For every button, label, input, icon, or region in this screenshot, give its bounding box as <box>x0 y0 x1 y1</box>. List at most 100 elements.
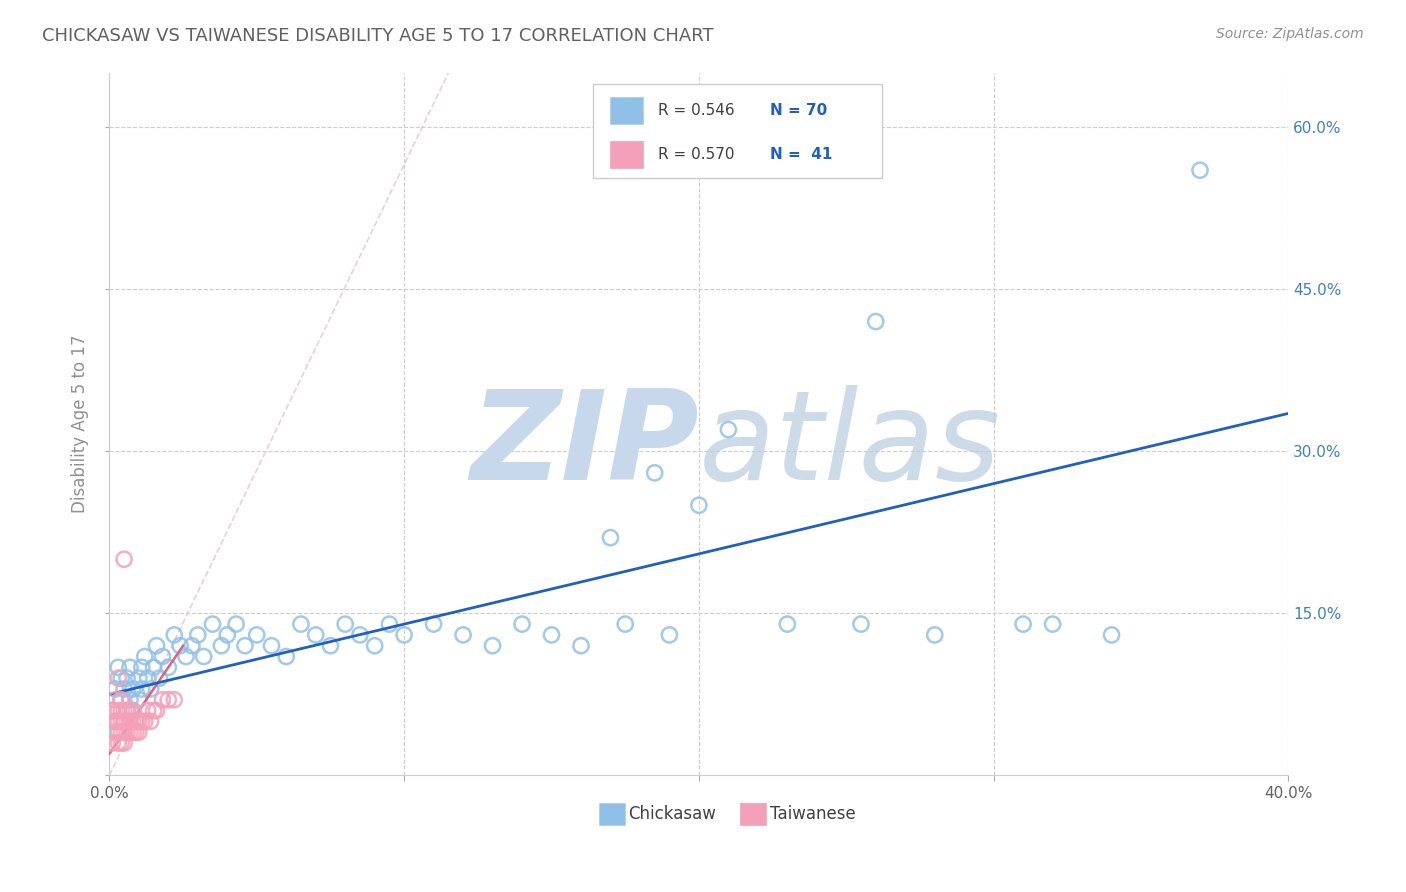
Point <box>233 639 256 653</box>
Point <box>209 639 232 653</box>
Point <box>104 714 127 729</box>
Point <box>510 617 533 632</box>
FancyBboxPatch shape <box>593 84 882 178</box>
Point <box>305 628 328 642</box>
Point <box>319 639 342 653</box>
Point <box>193 649 215 664</box>
Point <box>104 681 127 696</box>
Point <box>118 714 141 729</box>
Bar <box>610 141 644 168</box>
Point <box>148 671 170 685</box>
Point <box>125 725 148 739</box>
Point <box>1042 617 1064 632</box>
Point <box>290 617 312 632</box>
Bar <box>599 804 624 824</box>
Point <box>110 692 132 706</box>
Point <box>145 704 167 718</box>
Point <box>1101 628 1123 642</box>
Point <box>107 725 129 739</box>
Point <box>122 725 145 739</box>
Point <box>110 692 132 706</box>
Point <box>122 714 145 729</box>
Point <box>187 628 209 642</box>
Point <box>174 649 197 664</box>
Point <box>169 639 191 653</box>
Point <box>107 671 129 685</box>
Point <box>128 692 150 706</box>
Point <box>112 704 135 718</box>
Point <box>157 692 180 706</box>
Text: N = 70: N = 70 <box>769 103 827 118</box>
Text: N =  41: N = 41 <box>769 147 832 162</box>
Point <box>481 639 503 653</box>
Text: Chickasaw: Chickasaw <box>628 805 716 823</box>
Point <box>157 660 180 674</box>
Point <box>335 617 357 632</box>
Point <box>378 617 401 632</box>
Point <box>180 639 202 653</box>
Point <box>392 628 415 642</box>
Point <box>125 714 148 729</box>
Point <box>128 714 150 729</box>
Point <box>1188 163 1211 178</box>
Point <box>128 725 150 739</box>
Text: CHICKASAW VS TAIWANESE DISABILITY AGE 5 TO 17 CORRELATION CHART: CHICKASAW VS TAIWANESE DISABILITY AGE 5 … <box>42 27 714 45</box>
Point <box>152 692 174 706</box>
Point <box>115 725 138 739</box>
Point <box>125 714 148 729</box>
Point <box>644 466 666 480</box>
Point <box>107 660 129 674</box>
Point <box>422 617 444 632</box>
Point <box>115 671 138 685</box>
Point <box>142 704 165 718</box>
Point <box>658 628 681 642</box>
Point <box>112 736 135 750</box>
Text: Source: ZipAtlas.com: Source: ZipAtlas.com <box>1216 27 1364 41</box>
Point <box>112 714 135 729</box>
Point <box>136 671 159 685</box>
Point <box>104 714 127 729</box>
Point <box>260 639 283 653</box>
Point <box>134 649 156 664</box>
Point <box>110 671 132 685</box>
Point <box>688 498 710 512</box>
Point <box>107 704 129 718</box>
Point <box>131 660 153 674</box>
Point <box>142 660 165 674</box>
Point <box>112 681 135 696</box>
Bar <box>610 97 644 124</box>
Point <box>599 531 621 545</box>
Point <box>225 617 247 632</box>
Point <box>115 704 138 718</box>
Point <box>569 639 592 653</box>
Point <box>776 617 799 632</box>
Point <box>136 704 159 718</box>
Point <box>118 660 141 674</box>
Point <box>131 681 153 696</box>
Point <box>1012 617 1035 632</box>
Y-axis label: Disability Age 5 to 17: Disability Age 5 to 17 <box>72 334 89 514</box>
Point <box>107 736 129 750</box>
Point <box>201 617 224 632</box>
Point <box>128 671 150 685</box>
Point <box>115 704 138 718</box>
Bar <box>740 804 766 824</box>
Point <box>152 649 174 664</box>
Point <box>276 649 298 664</box>
Point <box>101 704 124 718</box>
Point <box>115 714 138 729</box>
Point <box>246 628 269 642</box>
Point <box>110 725 132 739</box>
Point <box>122 704 145 718</box>
Text: ZIP: ZIP <box>470 384 699 506</box>
Point <box>865 314 887 328</box>
Point <box>540 628 562 642</box>
Text: R = 0.570: R = 0.570 <box>658 147 734 162</box>
Point <box>118 704 141 718</box>
Point <box>112 725 135 739</box>
Point <box>451 628 474 642</box>
Point <box>363 639 385 653</box>
Point <box>110 704 132 718</box>
Point <box>101 736 124 750</box>
Point <box>924 628 946 642</box>
